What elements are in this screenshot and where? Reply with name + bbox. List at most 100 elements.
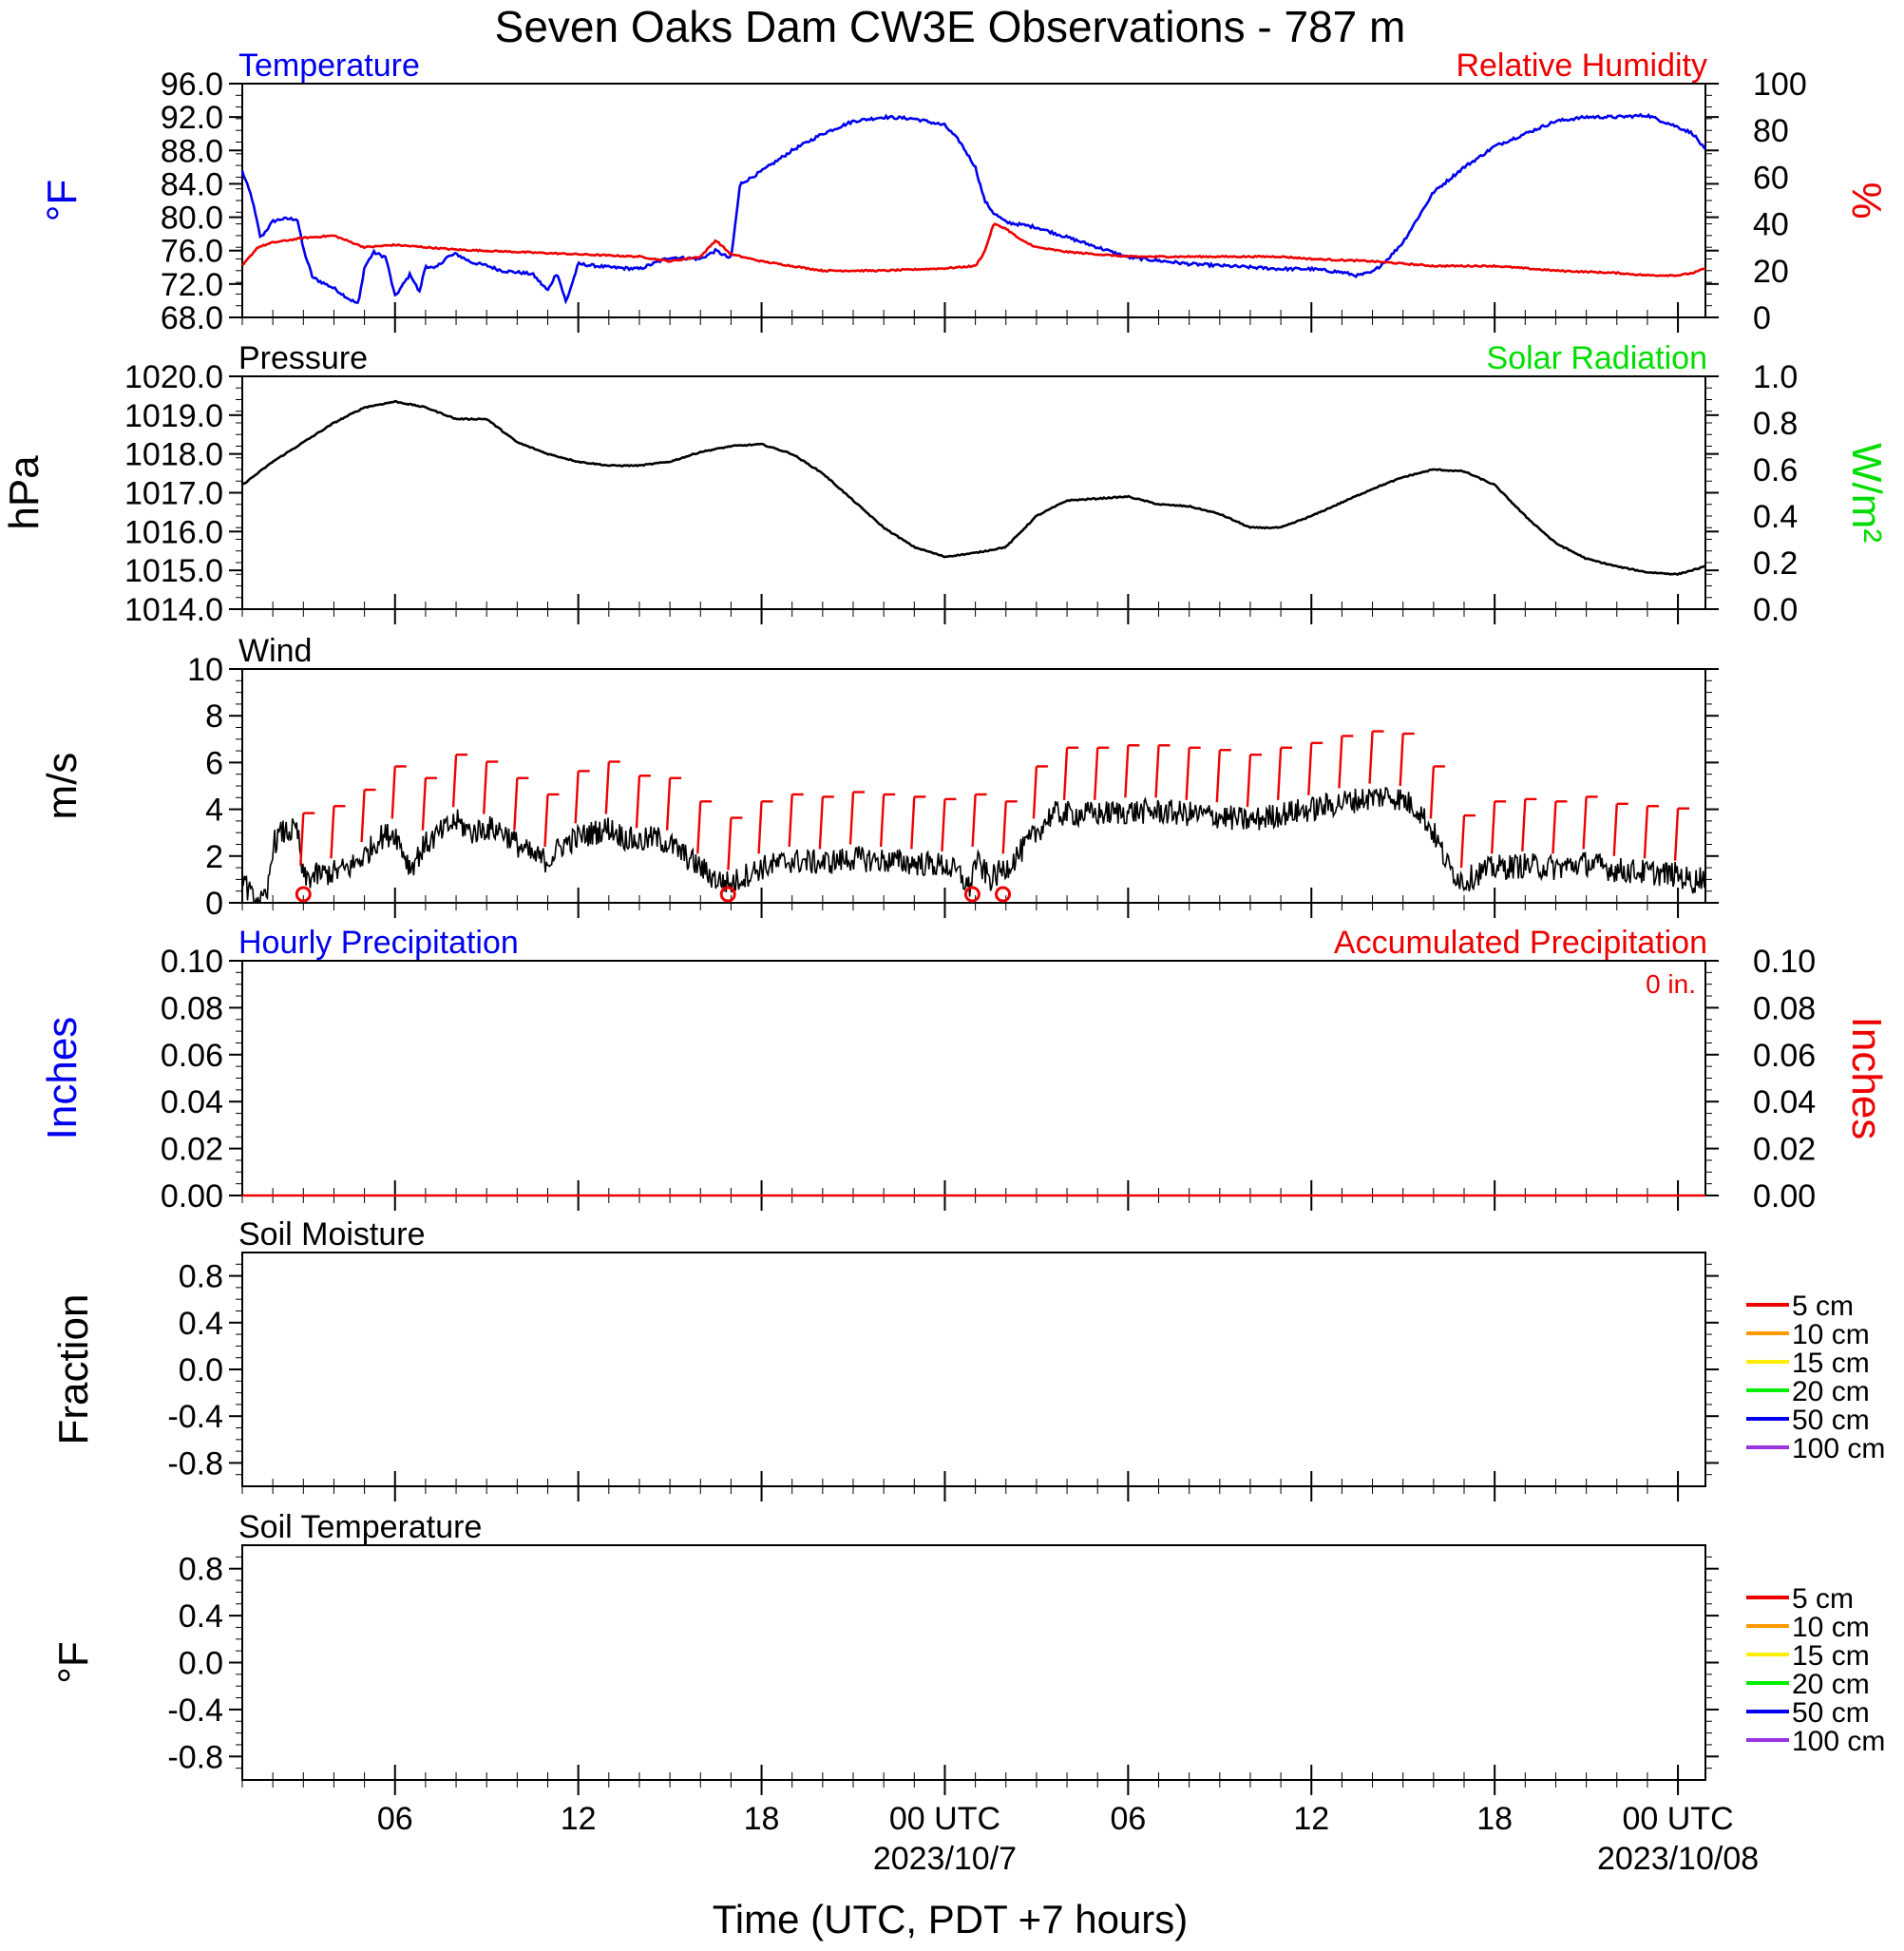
wind-barb <box>390 766 396 819</box>
wind-barb <box>818 796 825 850</box>
wind-barb <box>1521 798 1527 851</box>
wind-barb <box>1673 808 1680 861</box>
legend-label: 50 cm <box>1792 1405 1870 1436</box>
y-tick-label: 0.0 <box>179 1646 223 1682</box>
wind-barb <box>1490 801 1496 854</box>
legend-label: 5 cm <box>1792 1583 1854 1615</box>
y-tick-label-right: 20 <box>1753 254 1789 290</box>
y-tick-label: 0.02 <box>161 1132 223 1168</box>
y-tick-label: 1019.0 <box>124 398 223 434</box>
x-tick-label: 12 <box>561 1801 597 1837</box>
calm-wind-circle <box>963 886 981 903</box>
wind-barb <box>1062 747 1069 800</box>
y-tick-label: 0.0 <box>179 1352 223 1388</box>
wind-barb <box>1124 745 1130 798</box>
y-tick-label-right: 100 <box>1753 67 1807 103</box>
wind-barb <box>1154 745 1160 798</box>
y-tick-label: 1015.0 <box>124 553 223 589</box>
precipitation-annotation: 0 in. <box>1646 969 1696 999</box>
pressure-solar-left-title: Pressure <box>238 340 368 376</box>
panel-wind: Wind 10 8 6 4 2 0 m/s <box>39 633 1719 922</box>
temperature-humidity-left-title: Temperature <box>238 48 420 84</box>
y-tick-label: 80.0 <box>161 201 223 237</box>
y-tick-label: 0.8 <box>179 1259 223 1295</box>
y-tick-label-right: 0.10 <box>1753 944 1816 980</box>
pressure-solar-frame <box>241 375 1706 610</box>
y-tick-label-right: 0 <box>1753 300 1771 336</box>
legend-label: 10 cm <box>1792 1319 1870 1350</box>
x-tick-date-label: 2023/10/08 <box>1597 1841 1759 1877</box>
wind-barb <box>879 794 885 848</box>
y-tick-label: 0 <box>205 886 223 922</box>
y-tick-label: 2 <box>205 839 223 875</box>
wind-barb <box>1368 731 1374 784</box>
y-tick-label-right: 0.08 <box>1753 990 1816 1026</box>
wind-barb <box>543 794 549 848</box>
y-tick-label: 1018.0 <box>124 437 223 473</box>
x-tick-label: 12 <box>1293 1801 1329 1837</box>
wind-barb <box>1246 755 1252 808</box>
y-tick-label: 1017.0 <box>124 476 223 512</box>
wind-barb <box>604 761 611 814</box>
wind-barb <box>941 798 946 851</box>
series-line-wind-speed <box>241 786 1706 904</box>
y-tick-label: 0.00 <box>161 1178 223 1215</box>
x-tick-label: 06 <box>1110 1801 1146 1837</box>
legend-label: 5 cm <box>1792 1291 1854 1322</box>
x-tick-label: 18 <box>744 1801 780 1837</box>
legend-label: 15 cm <box>1792 1348 1870 1379</box>
panel-soil-moisture: Soil Moisture 0.8 0.4 0.0 -0.4 -0.8 Fraction 5 … <box>50 1216 1885 1502</box>
y-tick-label-right: 0.8 <box>1753 406 1798 442</box>
wind-barb <box>360 789 366 843</box>
y-tick-label: 0.04 <box>161 1084 223 1120</box>
x-tick-label: 00 UTC <box>1622 1801 1733 1837</box>
wind-barb <box>1276 747 1283 800</box>
precipitation-frame <box>241 960 1706 1196</box>
y-tick-label: 0.10 <box>161 944 223 980</box>
y-tick-label-right: 0.02 <box>1753 1132 1816 1168</box>
wind-barb <box>910 796 916 850</box>
temperature-humidity-y-label-right: % <box>1843 182 1890 219</box>
wind-barb <box>1307 742 1313 795</box>
y-tick-label-right: 40 <box>1753 207 1789 243</box>
precipitation-y-label-right: Inches <box>1843 1017 1890 1140</box>
y-tick-label-right: 0.6 <box>1753 452 1798 488</box>
x-tick-label: 18 <box>1476 1801 1513 1837</box>
wind-barb <box>483 761 488 814</box>
soil-temperature-y-label-left: °F <box>50 1641 97 1683</box>
y-tick-label: 8 <box>205 698 223 735</box>
y-tick-label: -0.4 <box>167 1693 223 1729</box>
precipitation-left-title: Hourly Precipitation <box>238 925 519 961</box>
pressure-solar-right-title: Solar Radiation <box>1487 340 1707 376</box>
y-tick-label: 6 <box>205 745 223 781</box>
calm-wind-circle <box>995 886 1012 903</box>
wind-barb <box>665 777 672 831</box>
wind-barb <box>574 771 580 824</box>
y-tick-label: 68.0 <box>161 300 223 336</box>
wind-barb <box>1643 806 1649 859</box>
temperature-humidity-y-label-left: °F <box>39 180 86 221</box>
wind-barb <box>788 794 793 848</box>
y-tick-label: 4 <box>205 793 223 829</box>
y-tick-label: -0.8 <box>167 1445 223 1482</box>
temperature-humidity-frame <box>241 83 1706 318</box>
x-tick-date-label: 2023/10/7 <box>873 1841 1017 1877</box>
pressure-solar-y-label-left: hPa <box>1 455 48 530</box>
panel-precipitation: Hourly Precipitation Accumulated Precipit… <box>39 925 1890 1215</box>
y-tick-label: 88.0 <box>161 133 223 169</box>
x-axis-title: Time (UTC, PDT +7 hours) <box>713 1897 1189 1941</box>
precipitation-right-title: Accumulated Precipitation <box>1334 925 1707 961</box>
wind-barb <box>1185 747 1190 800</box>
legend-label: 50 cm <box>1792 1697 1870 1729</box>
y-tick-label: -0.4 <box>167 1399 223 1435</box>
y-tick-label: 1016.0 <box>124 514 223 550</box>
y-tick-label-right: 0.00 <box>1753 1178 1816 1215</box>
y-tick-label: 76.0 <box>161 234 223 270</box>
time-axis: 06 12 18 00 UTC 2023/10/7 06 12 18 00 UTC 2023/10… <box>377 1801 1759 1877</box>
y-tick-label: 84.0 <box>161 166 223 202</box>
wind-barb <box>971 794 977 848</box>
wind-barb <box>696 801 702 854</box>
calm-wind-circle <box>719 886 736 903</box>
wind-barb <box>451 755 458 808</box>
